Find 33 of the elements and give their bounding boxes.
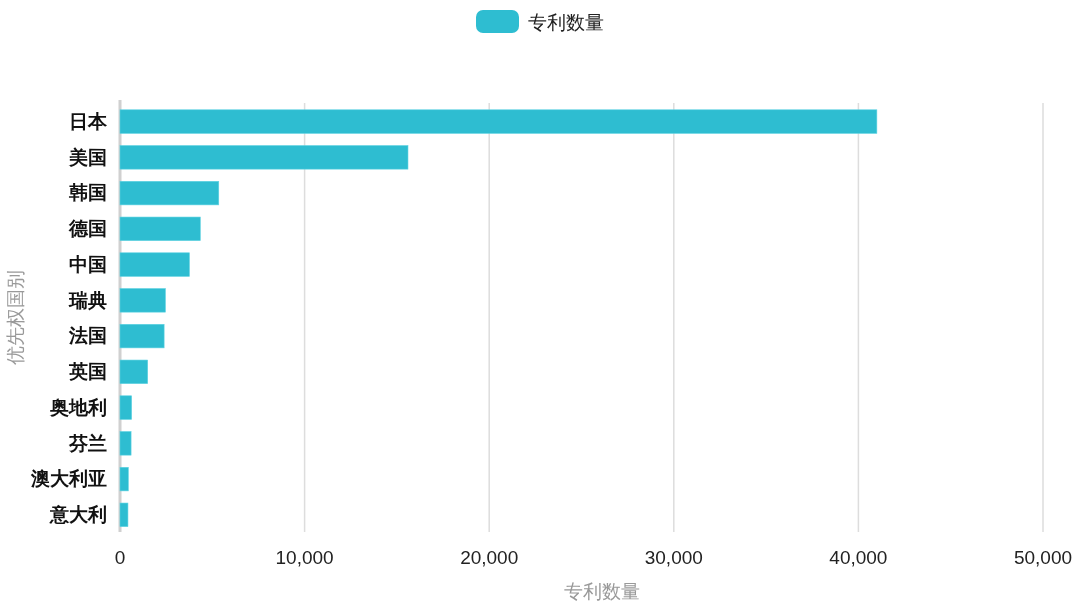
bar: [119, 395, 132, 420]
y-tick-label: 法国: [68, 325, 107, 347]
y-tick-label: 奥地利: [49, 396, 107, 418]
bar: [119, 288, 166, 313]
y-tick-label: 美国: [68, 146, 107, 168]
bar: [119, 323, 165, 349]
bar: [119, 145, 409, 170]
y-tick-label: 意大利: [49, 504, 107, 526]
y-tick-label: 瑞典: [68, 289, 107, 311]
y-tick-label: 芬兰: [68, 432, 107, 454]
x-tick-label: 50,000: [1013, 547, 1073, 568]
bar: [119, 216, 201, 241]
bar: [119, 180, 220, 206]
legend-label: 专利数量: [528, 12, 604, 33]
x-axis-title: 专利数量: [563, 581, 640, 602]
y-tick-label: 英国: [68, 361, 107, 383]
x-tick-label: 40,000: [829, 547, 888, 568]
y-tick-label: 德国: [68, 218, 107, 240]
x-tick-label: 30,000: [644, 547, 703, 568]
bar: [119, 359, 148, 384]
bar: [119, 252, 190, 277]
x-tick-label: 0: [114, 547, 126, 568]
y-tick-label: 韩国: [68, 182, 107, 204]
y-tick-label: 日本: [69, 110, 108, 132]
bar: [119, 502, 129, 527]
y-tick-label: 澳大利亚: [30, 468, 107, 490]
x-tick-label: 20,000: [460, 547, 519, 568]
y-tick-label: 中国: [69, 253, 107, 275]
bar: [119, 109, 878, 134]
x-tick-label: 10,000: [275, 547, 334, 568]
bar: [119, 431, 132, 456]
y-axis-title: 优先权国别: [5, 270, 26, 365]
bar: [119, 466, 129, 492]
